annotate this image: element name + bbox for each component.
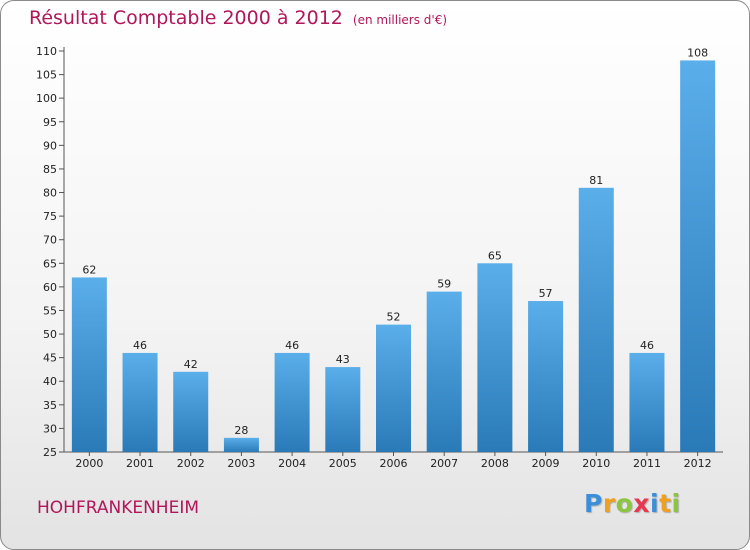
x-tick-label: 2009 <box>532 457 560 470</box>
logo-letter: P <box>584 489 603 518</box>
data-label-2006: 52 <box>387 311 401 324</box>
data-label-2010: 81 <box>589 174 603 187</box>
logo-letter: t <box>659 489 672 518</box>
y-tick-label: 30 <box>43 422 57 435</box>
data-label-2005: 43 <box>336 353 350 366</box>
data-label-2001: 46 <box>133 339 147 352</box>
x-tick-label: 2012 <box>684 457 712 470</box>
x-tick-label: 2007 <box>430 457 458 470</box>
bar-2006 <box>376 324 411 452</box>
y-tick-label: 105 <box>36 69 57 82</box>
y-tick-label: 95 <box>43 116 57 129</box>
bar-2012 <box>680 60 716 452</box>
y-tick-label: 85 <box>43 163 57 176</box>
bar-2000 <box>71 277 107 452</box>
bar-2001 <box>122 352 158 452</box>
bar-2002 <box>173 371 209 452</box>
data-label-2012: 108 <box>687 46 708 59</box>
bar-2007 <box>426 291 462 452</box>
proxiti-logo[interactable]: Proxiti <box>584 489 681 518</box>
y-tick-label: 25 <box>43 446 57 459</box>
bar-2011 <box>629 352 665 452</box>
commune-name: HOHFRANKENHEIM <box>37 498 200 518</box>
x-tick-label: 2006 <box>380 457 408 470</box>
y-tick-label: 90 <box>43 139 57 152</box>
bar-2010 <box>578 187 614 452</box>
data-label-2007: 59 <box>437 278 451 291</box>
data-label-2003: 28 <box>234 424 248 437</box>
chart-title: Résultat Comptable 2000 à 2012 (en millie… <box>29 7 447 29</box>
y-tick-label: 40 <box>43 375 57 388</box>
bar-2005 <box>325 367 361 452</box>
x-tick-label: 2008 <box>481 457 509 470</box>
bars <box>71 60 716 452</box>
x-tick-label: 2005 <box>329 457 357 470</box>
y-tick-label: 35 <box>43 399 57 412</box>
logo-letter: i <box>650 489 660 518</box>
bar-2008 <box>477 263 513 452</box>
y-tick-label: 70 <box>43 234 57 247</box>
data-label-2011: 46 <box>640 339 654 352</box>
data-label-2008: 65 <box>488 249 502 262</box>
x-tick-label: 2010 <box>582 457 610 470</box>
chart-title-text: Résultat Comptable 2000 à 2012 <box>29 7 343 29</box>
y-tick-label: 110 <box>36 45 57 58</box>
x-tick-label: 2003 <box>227 457 255 470</box>
data-labels: 62 46 42 28 46 43 52 59 65 57 81 46 108 <box>82 46 708 436</box>
y-tick-label: 75 <box>43 210 57 223</box>
data-label-2000: 62 <box>82 263 96 276</box>
y-tick-label: 65 <box>43 257 57 270</box>
x-tick-label: 2000 <box>75 457 103 470</box>
bar-2003 <box>223 437 259 452</box>
y-tick-label: 45 <box>43 352 57 365</box>
y-tick-label: 100 <box>36 92 57 105</box>
x-tick-label: 2004 <box>278 457 306 470</box>
logo-letter: o <box>615 489 634 518</box>
bar-2004 <box>274 352 310 452</box>
data-label-2002: 42 <box>184 358 198 371</box>
logo-letter: x <box>633 489 650 518</box>
y-tick-label: 60 <box>43 281 57 294</box>
y-tick-label: 55 <box>43 304 57 317</box>
x-tick-label: 2001 <box>126 457 154 470</box>
y-tick-label: 50 <box>43 328 57 341</box>
x-tick-label: 2011 <box>633 457 661 470</box>
y-tick-label: 80 <box>43 187 57 200</box>
bar-2009 <box>528 301 564 452</box>
chart-unit-note: (en milliers d'€) <box>352 13 448 27</box>
data-label-2004: 46 <box>285 339 299 352</box>
logo-letter: r <box>602 489 616 518</box>
data-label-2009: 57 <box>539 287 553 300</box>
x-tick-label: 2002 <box>177 457 205 470</box>
logo-letter: i <box>671 489 681 518</box>
